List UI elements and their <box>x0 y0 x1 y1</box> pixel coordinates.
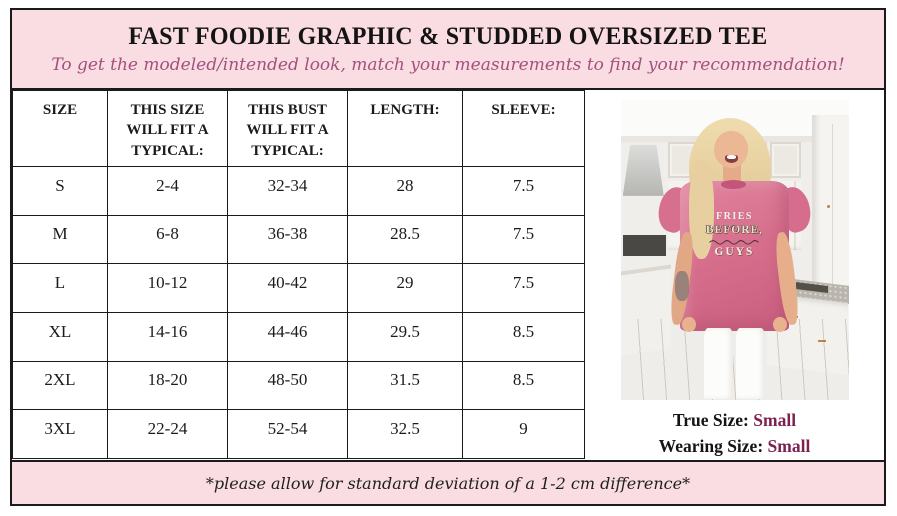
table-cell: 2XL <box>12 360 108 411</box>
wearing-size-line: Wearing Size: Small <box>659 433 811 459</box>
table-cell: 32-34 <box>227 166 348 216</box>
table-cell: M <box>12 214 108 265</box>
table-cell: 6-8 <box>107 214 228 265</box>
pant-leg <box>736 327 766 400</box>
wood-floor <box>620 318 849 400</box>
card-header: FAST FOODIE GRAPHIC & STUDDED OVERSIZED … <box>12 10 884 90</box>
stove-cooktop <box>622 234 667 256</box>
table-cell: 8.5 <box>462 311 585 362</box>
tee-graphic: FRIES BEFORE, GUYS <box>684 211 784 259</box>
table-cell: 14-16 <box>107 311 228 362</box>
card-body: SIZE THIS SIZE WILL FIT A TYPICAL: THIS … <box>12 90 884 459</box>
shirt-text-line3: GUYS <box>714 245 755 258</box>
range-hood <box>622 144 664 196</box>
table-row: S 2-4 32-34 28 7.5 <box>12 166 585 216</box>
shirt-text-line1: FRIES <box>716 210 753 222</box>
column-header-sleeve: SLEEVE: <box>462 90 585 167</box>
table-cell: 44-46 <box>227 311 348 362</box>
column-header-fit: THIS SIZE WILL FIT A TYPICAL: <box>107 90 228 167</box>
table-cell: 29 <box>347 263 463 313</box>
model-right-hand <box>773 317 787 333</box>
table-cell: S <box>12 166 108 216</box>
table-cell: 10-12 <box>107 263 228 313</box>
table-cell: 48-50 <box>227 360 348 411</box>
forearm-tattoo <box>675 270 690 301</box>
table-row: L 10-12 40-42 29 7.5 <box>12 263 585 313</box>
table-cell: 8.5 <box>462 360 585 411</box>
table-row: M 6-8 36-38 28.5 7.5 <box>12 214 585 265</box>
cabinet-seam <box>831 123 833 304</box>
size-chart-card: FAST FOODIE GRAPHIC & STUDDED OVERSIZED … <box>10 8 886 506</box>
size-table: SIZE THIS SIZE WILL FIT A TYPICAL: THIS … <box>12 90 585 459</box>
shirt-text-line2: BEFORE, <box>705 224 764 237</box>
table-cell: 7.5 <box>462 214 585 265</box>
tee-collar <box>720 179 746 189</box>
cabinet-handle <box>817 339 826 342</box>
table-cell: 9 <box>462 409 585 459</box>
column-header-length: LENGTH: <box>347 90 463 167</box>
table-cell: XL <box>12 311 108 362</box>
table-cell: 29.5 <box>347 311 463 362</box>
header-subtitle: To get the modeled/intended look, match … <box>51 55 845 75</box>
table-row: XL 14-16 44-46 29.5 8.5 <box>12 311 585 362</box>
true-size-line: True Size: Small <box>659 407 811 433</box>
pant-leg <box>703 327 733 400</box>
glass-cabinet-door <box>769 141 801 178</box>
size-captions: True Size: Small Wearing Size: Small <box>659 407 811 460</box>
table-cell: 7.5 <box>462 166 585 216</box>
shirt-script-squiggle <box>709 239 760 245</box>
model-photo-panel: FRIES BEFORE, GUYS True Size: S <box>585 90 884 459</box>
column-header-bust: THIS BUST WILL FIT A TYPICAL: <box>227 90 348 167</box>
table-cell: L <box>12 263 108 313</box>
table-cell: 28 <box>347 166 463 216</box>
table-cell: 31.5 <box>347 360 463 411</box>
model-left-hand <box>682 317 696 333</box>
deviation-note: *please allow for standard deviation of … <box>205 473 691 493</box>
product-title: FAST FOODIE GRAPHIC & STUDDED OVERSIZED … <box>128 23 768 50</box>
true-size-label: True Size: <box>672 409 749 430</box>
table-row: 2XL 18-20 48-50 31.5 8.5 <box>12 360 585 411</box>
table-cell: 36-38 <box>227 214 348 265</box>
card-footer: *please allow for standard deviation of … <box>12 460 884 504</box>
table-cell: 40-42 <box>227 263 348 313</box>
wearing-size-value: Small <box>767 435 811 456</box>
model-smile <box>725 154 738 164</box>
table-cell: 22-24 <box>107 409 228 459</box>
table-cell: 28.5 <box>347 214 463 265</box>
table-cell: 2-4 <box>107 166 228 216</box>
model-teeth <box>727 155 737 159</box>
table-cell: 32.5 <box>347 409 463 459</box>
table-cell: 18-20 <box>107 360 228 411</box>
table-cell: 52-54 <box>227 409 348 459</box>
wearing-size-label: Wearing Size: <box>658 435 764 456</box>
table-cell: 3XL <box>12 409 108 459</box>
model-photo: FRIES BEFORE, GUYS <box>620 100 849 400</box>
model-hair-strand <box>688 159 714 259</box>
column-header-size: SIZE <box>12 90 108 167</box>
table-row: 3XL 22-24 52-54 32.5 9 <box>12 409 585 459</box>
white-pants <box>703 327 766 400</box>
table-header-row: SIZE THIS SIZE WILL FIT A TYPICAL: THIS … <box>12 90 585 167</box>
cabinet-knob <box>827 204 831 208</box>
true-size-value: Small <box>753 409 797 430</box>
table-cell: 7.5 <box>462 263 585 313</box>
